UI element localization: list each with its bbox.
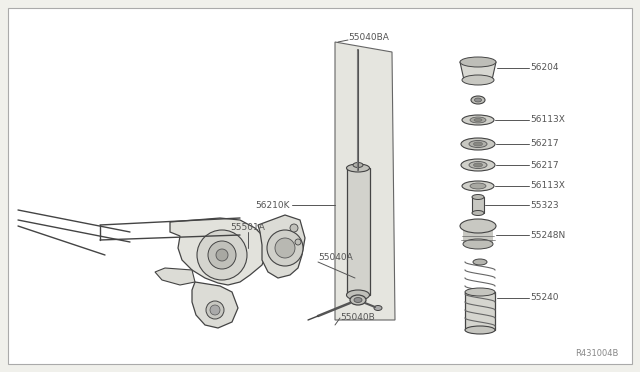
Ellipse shape: [460, 219, 496, 233]
Circle shape: [275, 238, 295, 258]
Ellipse shape: [469, 141, 487, 148]
Text: 56217: 56217: [530, 140, 559, 148]
Text: 55240: 55240: [530, 294, 559, 302]
Ellipse shape: [470, 117, 486, 123]
Polygon shape: [170, 218, 268, 285]
Polygon shape: [155, 268, 195, 285]
Polygon shape: [335, 42, 395, 320]
Text: 55040BA: 55040BA: [348, 33, 389, 42]
Text: 56210K: 56210K: [255, 201, 290, 209]
Text: 55323: 55323: [530, 201, 559, 209]
Circle shape: [295, 239, 301, 245]
Ellipse shape: [474, 142, 483, 146]
Text: 55501A: 55501A: [230, 224, 265, 232]
Circle shape: [197, 230, 247, 280]
Ellipse shape: [462, 181, 494, 191]
Text: 55040A: 55040A: [318, 253, 353, 263]
Text: 56113X: 56113X: [530, 182, 565, 190]
Ellipse shape: [472, 195, 484, 199]
Bar: [347, 168, 370, 295]
Ellipse shape: [353, 163, 363, 167]
Bar: [465, 292, 495, 330]
Ellipse shape: [346, 164, 369, 172]
Text: 55040B: 55040B: [340, 314, 375, 323]
Polygon shape: [258, 215, 305, 278]
Ellipse shape: [462, 115, 494, 125]
Ellipse shape: [471, 96, 485, 104]
Ellipse shape: [463, 239, 493, 249]
Ellipse shape: [474, 163, 483, 167]
Polygon shape: [460, 62, 496, 80]
Circle shape: [210, 305, 220, 315]
Circle shape: [206, 301, 224, 319]
Ellipse shape: [469, 161, 487, 169]
Circle shape: [267, 230, 303, 266]
Text: 56217: 56217: [530, 160, 559, 170]
Ellipse shape: [472, 211, 484, 215]
Circle shape: [216, 249, 228, 261]
Ellipse shape: [470, 183, 486, 189]
Ellipse shape: [461, 138, 495, 150]
Ellipse shape: [350, 295, 366, 305]
Ellipse shape: [465, 326, 495, 334]
Ellipse shape: [465, 288, 495, 296]
Text: 55248N: 55248N: [530, 231, 565, 240]
Text: R431004B: R431004B: [575, 349, 618, 358]
Text: 56204: 56204: [530, 64, 559, 73]
Ellipse shape: [460, 57, 496, 67]
Ellipse shape: [474, 98, 481, 102]
Polygon shape: [192, 282, 238, 328]
Ellipse shape: [346, 290, 369, 300]
Bar: [463, 226, 493, 244]
Ellipse shape: [462, 75, 494, 85]
Ellipse shape: [474, 119, 482, 122]
Ellipse shape: [354, 298, 362, 302]
Ellipse shape: [461, 159, 495, 171]
Text: 56113X: 56113X: [530, 115, 565, 125]
Ellipse shape: [473, 259, 487, 265]
Circle shape: [290, 224, 298, 232]
Bar: [472, 197, 484, 213]
Circle shape: [208, 241, 236, 269]
Ellipse shape: [374, 305, 382, 311]
